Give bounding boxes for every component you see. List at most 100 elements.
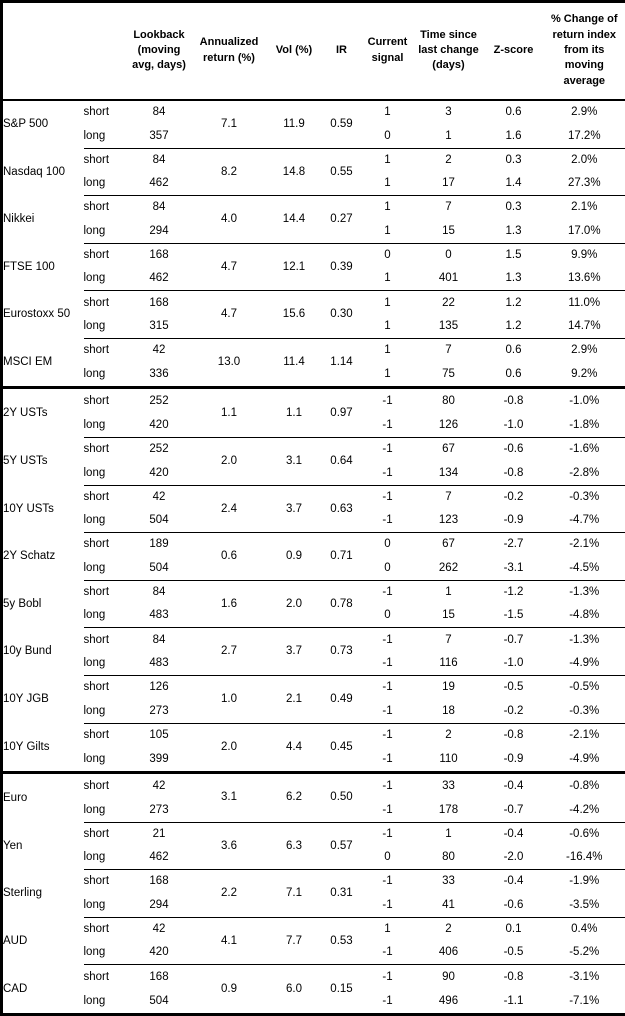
asset-row-short: Nasdaq 100 short 84 8.2 14.8 0.55 1 2 0.3 2.0% (2, 147, 625, 196)
leg-cell: long (83, 994, 106, 1007)
pct-change-cell: 2.0% (543, 147, 625, 172)
z-score-cell: -0.2 (503, 704, 524, 717)
asset-row-long: long 462 0 80 -2.0 -16.4% (2, 846, 625, 870)
time-since-change-cell: 1 (413, 821, 484, 846)
z-score-cell: -0.4 (483, 821, 544, 846)
leg-cell: long (83, 177, 106, 190)
header-current-signal: Current signal (361, 1, 414, 101)
lookback-cell: 168 (126, 242, 192, 268)
lookback-cell: 420 (149, 946, 169, 959)
annualized-return-cell: 1.0 (191, 675, 267, 724)
asset-name-cell: 5Y USTs (3, 454, 48, 467)
time-since-change-cell: 2 (413, 147, 484, 172)
time-since-change-cell: 7 (413, 195, 484, 220)
signal-cell: 1 (361, 290, 414, 315)
lookback-cell: 273 (149, 803, 169, 816)
z-score-cell: 1.3 (505, 224, 522, 237)
time-since-change-cell: 134 (438, 466, 459, 479)
z-score-cell: -0.8 (483, 964, 544, 989)
leg-cell: long (83, 272, 106, 285)
time-since-change-cell: 126 (438, 418, 459, 431)
time-since-change-cell: 3 (445, 106, 452, 119)
ir-cell: 0.15 (321, 964, 362, 1015)
asset-name-cell: Nikkei (3, 213, 35, 226)
pct-change-cell: -2.1% (543, 722, 625, 747)
signal-cell: 1 (384, 224, 391, 237)
lookback-cell: 42 (126, 484, 192, 509)
leg-cell: long (83, 898, 106, 911)
asset-row-short: 10Y JGB short 126 1.0 2.1 0.49 -1 19 -0.5 -0.5% (2, 675, 625, 724)
signal-cell: 1 (384, 368, 391, 381)
z-score-cell: 0.1 (483, 916, 544, 942)
lookback-cell: 168 (126, 290, 192, 315)
lookback-cell: 84 (126, 627, 192, 652)
pct-change-cell: -1.3% (543, 627, 625, 652)
pct-change-cell: -2.8% (569, 466, 600, 479)
asset-name-cell: 10Y Gilts (3, 740, 50, 753)
pct-change-cell: -2.1% (543, 532, 625, 557)
ir-cell: 0.64 (321, 436, 362, 486)
lookback-cell: 462 (149, 177, 169, 190)
table-body: S&P 500 short 84 7.1 11.9 0.59 1 3 0.6 2.9% long 35… (1, 100, 625, 1015)
leg-cell: long (83, 851, 106, 864)
leg-cell: short (83, 290, 127, 315)
signal-cell: 1 (361, 195, 414, 220)
signal-cell: -1 (361, 821, 414, 846)
vol-cell: 0.9 (266, 532, 322, 581)
time-since-change-cell: 7 (413, 338, 484, 363)
leg-cell: short (83, 195, 127, 220)
lookback-cell: 504 (149, 514, 169, 527)
annualized-return-cell: 2.7 (191, 627, 267, 676)
pct-change-cell: 17.0% (567, 224, 601, 237)
pct-change-cell: -0.6% (543, 821, 625, 846)
lookback-cell: 84 (126, 579, 192, 605)
ir-cell: 0.73 (321, 627, 362, 676)
leg-cell: short (83, 106, 110, 119)
lookback-cell: 504 (149, 994, 169, 1007)
asset-row-short: MSCI EM short 42 13.0 11.4 1.14 1 7 0.6 2.9% (2, 338, 625, 388)
z-score-cell: -0.6 (483, 436, 544, 462)
time-since-change-cell: 2 (413, 722, 484, 747)
lookback-cell: 105 (126, 722, 192, 747)
vol-cell: 6.0 (266, 964, 322, 1015)
annualized-return-cell: 1.1 (191, 386, 267, 438)
pct-change-cell: -0.8% (543, 771, 625, 799)
lookback-cell: 483 (149, 609, 169, 622)
annualized-return-cell: 13.0 (191, 338, 267, 388)
time-since-change-cell: 1 (413, 579, 484, 605)
leg-cell: short (83, 675, 127, 700)
z-score-cell: -0.5 (503, 946, 524, 959)
ir-cell: 0.27 (321, 195, 362, 244)
pct-change-cell: -1.8% (569, 418, 600, 431)
vol-cell: 14.4 (266, 195, 322, 244)
leg-cell: long (83, 609, 106, 622)
leg-cell: short (83, 532, 127, 557)
asset-name-cell: 10y Bund (3, 645, 52, 658)
time-since-change-cell: 67 (413, 436, 484, 462)
time-since-change-cell: 33 (413, 869, 484, 894)
asset-row-long: long 357 0 1 1.6 17.2% (2, 124, 625, 148)
asset-row-short: CAD short 168 0.9 6.0 0.15 -1 90 -0.8 -3.1% (2, 964, 625, 1015)
lookback-cell: 462 (149, 272, 169, 285)
ir-cell: 0.71 (321, 532, 362, 581)
asset-name-cell: 2Y USTs (1, 386, 84, 438)
signal-cell: -1 (361, 627, 414, 652)
annualized-return-cell: 3.6 (191, 821, 267, 870)
asset-row-long: long 336 1 75 0.6 9.2% (2, 362, 625, 388)
header-annualized-return: Annualized return (%) (191, 1, 267, 101)
asset-row-short: 5y Bobl short 84 1.6 2.0 0.78 -1 1 -1.2 -1.3% (2, 579, 625, 628)
asset-row-long: long 504 0 262 -3.1 -4.5% (2, 556, 625, 580)
pct-change-cell: -4.2% (569, 803, 600, 816)
leg-cell: long (83, 561, 106, 574)
lookback-cell: 168 (126, 869, 192, 894)
z-score-cell: -0.8 (483, 386, 544, 414)
signal-cell: -1 (361, 675, 414, 700)
asset-row-short: 5Y USTs short 252 2.0 3.1 0.64 -1 67 -0.6 -1.6% (2, 436, 625, 486)
pct-change-cell: 0.4% (543, 916, 625, 942)
pct-change-cell: -4.9% (569, 752, 600, 765)
asset-row-short: S&P 500 short 84 7.1 11.9 0.59 1 3 0.6 2.9% (2, 100, 625, 130)
pct-change-cell: -4.8% (569, 609, 600, 622)
leg-cell: long (83, 752, 106, 765)
header-lookback: Lookback (moving avg, days) (126, 1, 192, 101)
lookback-cell: 21 (126, 821, 192, 846)
